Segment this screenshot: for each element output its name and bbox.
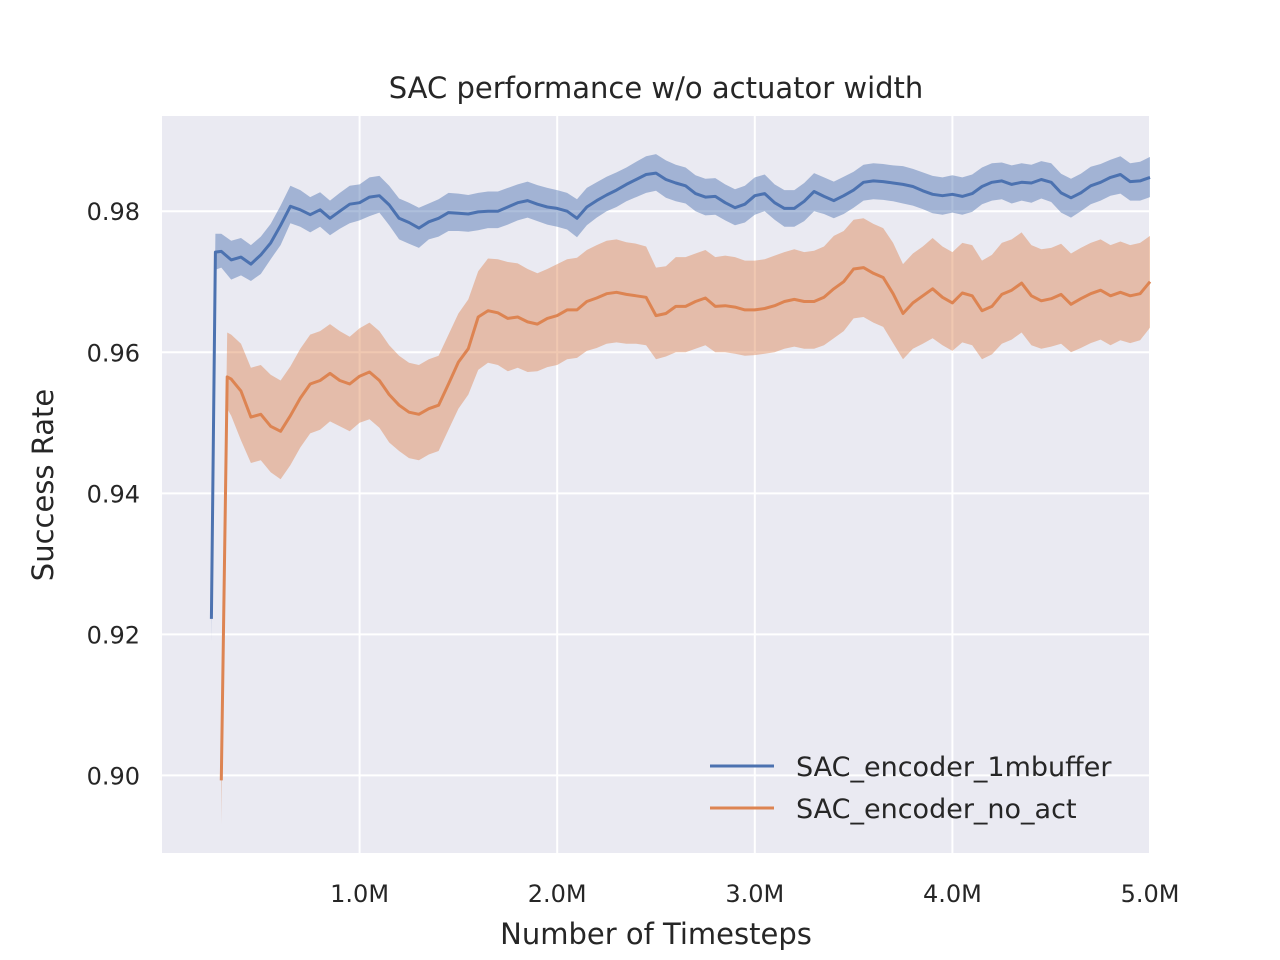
series-lines (209, 171, 1152, 781)
y-tick-label: 0.94 (87, 480, 140, 508)
x-tick-label: 5.0M (1121, 880, 1180, 908)
y-tick-label: 0.96 (87, 339, 140, 367)
y-tick-label: 0.92 (87, 621, 140, 649)
y-tick-labels: 0.90 0.92 0.94 0.96 0.98 (87, 198, 140, 790)
x-tick-label: 4.0M (923, 880, 982, 908)
y-tick-label: 0.98 (87, 198, 140, 226)
line-sac-encoder-1mbuffer (209, 171, 1151, 619)
chart-title: SAC performance w/o actuator width (389, 71, 924, 105)
x-tick-label: 2.0M (528, 880, 587, 908)
y-axis-label: Success Rate (26, 389, 60, 581)
grid (162, 116, 1151, 853)
line-sac-encoder-no-act (219, 266, 1152, 781)
x-tick-labels: 1.0M 2.0M 3.0M 4.0M 5.0M (330, 880, 1179, 908)
band-sac-encoder-1mbuffer (211, 154, 1150, 642)
legend-label-sac-encoder-1mbuffer: SAC_encoder_1mbuffer (796, 752, 1112, 783)
legend: SAC_encoder_1mbuffer SAC_encoder_no_act (710, 752, 1112, 825)
y-tick-label: 0.90 (87, 762, 140, 790)
x-tick-label: 1.0M (330, 880, 389, 908)
x-axis-label: Number of Timesteps (500, 917, 812, 951)
plot-area (162, 116, 1150, 853)
legend-label-sac-encoder-no-act: SAC_encoder_no_act (796, 794, 1077, 825)
x-tick-label: 3.0M (725, 880, 784, 908)
